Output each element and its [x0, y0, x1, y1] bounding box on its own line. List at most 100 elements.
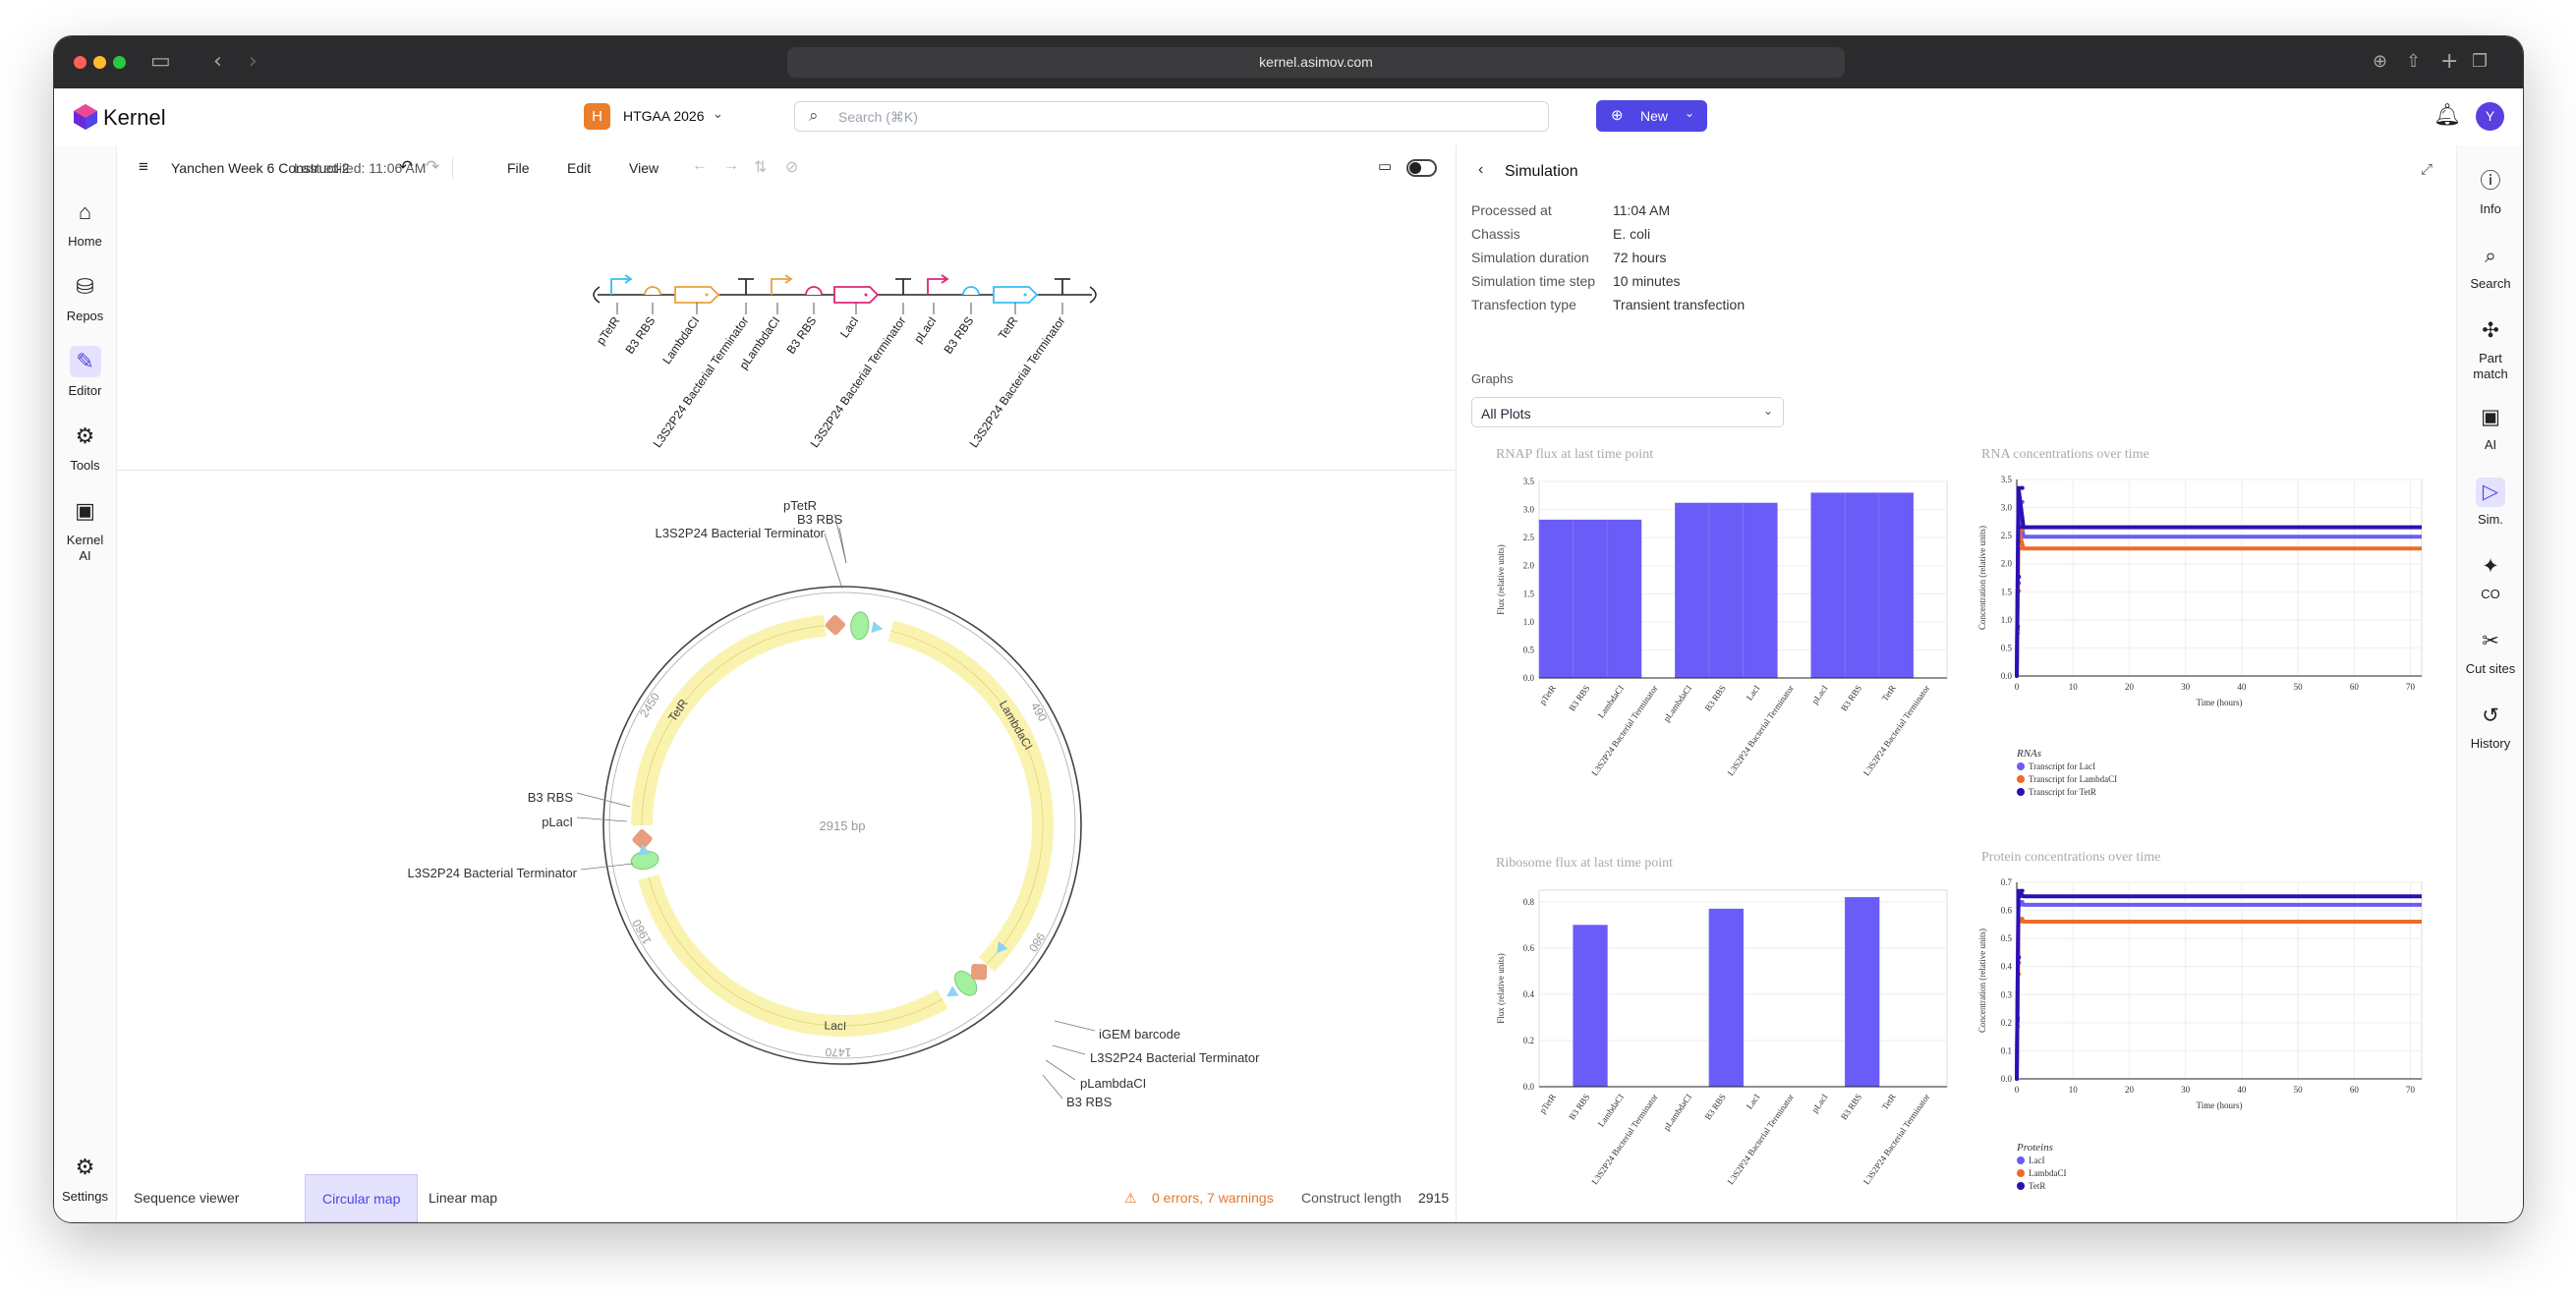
arrow-right-icon[interactable]: → — [723, 157, 739, 174]
download-icon[interactable]: ⊕ — [2373, 51, 2388, 72]
menu-edit[interactable]: Edit — [567, 160, 592, 176]
arrow-left-icon[interactable]: ← — [692, 157, 708, 174]
data-point — [2018, 894, 2023, 899]
legend-swatch — [2017, 762, 2025, 770]
rbs-feature[interactable] — [992, 940, 1008, 957]
ribosome-flux-chart: Ribosome flux at last time point 0.0 0.2 0.… — [1488, 851, 1967, 1200]
y-tick-label: 3.5 — [2001, 475, 2013, 484]
address-bar[interactable]: kernel.asimov.com — [787, 47, 1845, 78]
nav-settings[interactable]: ⚙ Settings — [54, 1152, 116, 1204]
feature-laci-outline[interactable] — [648, 876, 944, 1027]
x-tick-label: LacI — [1745, 683, 1762, 702]
part-cds[interactable]: TetR — [993, 286, 1039, 342]
graphs-select[interactable]: All Plots ⌄ — [1471, 397, 1784, 427]
forward-arrow-icon[interactable]: › — [249, 49, 258, 74]
x-tick-label: TetR — [1880, 683, 1898, 703]
x-tick-label: 10 — [2069, 682, 2079, 692]
part-rbs[interactable]: B3 RBS — [623, 286, 661, 357]
feature-tetr-outline[interactable] — [641, 625, 826, 826]
expand-icon[interactable]: ⤢ — [2421, 161, 2433, 178]
tabs-overview-icon[interactable]: ❐ — [2472, 51, 2489, 72]
warning-icon: ⚠ — [1124, 1190, 1137, 1206]
feature-tetr[interactable] — [631, 614, 827, 826]
nav-repos[interactable]: ⛁ Repos — [54, 271, 116, 323]
zoom-window-button[interactable] — [113, 56, 126, 69]
global-search-input[interactable]: ⌕ Search (⌘K) — [794, 101, 1549, 132]
rnav-ai[interactable]: ▣ AI — [2457, 403, 2523, 453]
feature-lambdaci[interactable] — [887, 620, 1054, 973]
part-label: L3S2P24 Bacterial Terminator — [651, 314, 752, 450]
user-avatar[interactable]: Y — [2476, 102, 2504, 131]
x-tick-label: LacI — [1745, 1092, 1762, 1110]
part-cds[interactable]: LambdaCI — [659, 286, 720, 366]
part-cds[interactable]: LacI — [833, 286, 880, 340]
rnav-cut-sites[interactable]: ✂ Cut sites — [2457, 627, 2523, 677]
part-terminator[interactable]: L3S2P24 Bacterial Terminator — [967, 278, 1070, 450]
notifications-bell-icon[interactable]: 🔔︎ — [2433, 102, 2461, 127]
rnav-search[interactable]: ⌕ Search — [2457, 242, 2523, 292]
feature-lambdaci-outline[interactable] — [890, 630, 1044, 966]
rbs-feature[interactable] — [637, 843, 651, 856]
tab-circular-map[interactable]: Circular map — [305, 1174, 419, 1222]
browser-window: ▭ ‹ › kernel.asimov.com ⊕ ⇧ + ❐ Kernel H… — [54, 36, 2523, 1222]
terminator-feature[interactable] — [825, 614, 847, 637]
rnav-sim[interactable]: ▷ Sim. — [2457, 478, 2523, 528]
sort-icon[interactable]: ⇅ — [754, 159, 768, 176]
legend-entry: Transcript for LacI — [2029, 761, 2095, 771]
nav-editor[interactable]: ✎ Editor — [54, 346, 116, 398]
part-promoter[interactable]: pLacI — [911, 274, 949, 346]
presentation-icon[interactable]: ▭ — [1378, 158, 1393, 175]
rnav-label: Search — [2470, 276, 2511, 291]
back-arrow-icon[interactable]: ‹ — [213, 49, 222, 74]
new-button[interactable]: ⊕ New ⌄ — [1596, 100, 1707, 132]
document-title[interactable]: Yanchen Week 6 Construct-2 — [171, 160, 350, 176]
y-axis-label: Flux (relative units) — [1496, 953, 1506, 1024]
rnav-co[interactable]: ✦ CO — [2457, 552, 2523, 602]
sidebar-toggle-icon[interactable]: ▭ — [150, 49, 171, 74]
bar — [1743, 502, 1778, 678]
part-promoter[interactable]: pTetR — [594, 274, 633, 347]
rnav-info[interactable]: ⓘ Info — [2457, 167, 2523, 217]
y-axis-label: Concentration (relative units) — [1977, 526, 1987, 630]
rbs-feature[interactable] — [871, 621, 884, 635]
terminator-feature[interactable] — [970, 964, 988, 981]
rnav-part-match[interactable]: ✣ Part match — [2457, 316, 2523, 382]
undo-icon[interactable]: ↶ — [399, 157, 414, 176]
bar — [1810, 492, 1846, 678]
x-tick-label: L3S2P24 Bacterial Terminator — [1589, 1092, 1659, 1186]
tab-linear-map[interactable]: Linear map — [429, 1190, 498, 1206]
new-tab-icon[interactable]: + — [2440, 49, 2459, 74]
plot-area — [2016, 479, 2423, 677]
nav-home[interactable]: ⌂ Home — [54, 197, 116, 249]
rnav-history[interactable]: ↺ History — [2457, 702, 2523, 752]
panel-divider — [117, 470, 1456, 471]
chevron-down-icon[interactable]: ⌄ — [713, 106, 723, 121]
redo-icon[interactable]: ↷ — [426, 157, 440, 176]
validation-status[interactable]: 0 errors, 7 warnings — [1152, 1190, 1274, 1206]
feature-annotation: B3 RBS — [1066, 1095, 1113, 1109]
part-rbs[interactable]: B3 RBS — [784, 286, 823, 357]
part-rbs[interactable]: B3 RBS — [942, 286, 980, 357]
share-icon[interactable]: ⇧ — [2406, 51, 2422, 72]
filter-off-icon[interactable]: ⊘ — [785, 159, 799, 176]
nav-label: Tools — [70, 458, 100, 473]
feature-annotation: L3S2P24 Bacterial Terminator — [656, 526, 826, 540]
project-switcher[interactable]: HTGAA 2026 — [623, 108, 705, 124]
project-badge[interactable]: H — [584, 103, 610, 130]
back-chevron-icon[interactable]: ‹ — [1478, 161, 1484, 178]
terminator-feature[interactable] — [631, 828, 654, 851]
menu-icon[interactable]: ≡ — [139, 157, 148, 176]
promoter-feature[interactable] — [850, 611, 870, 641]
database-icon: ⛁ — [76, 274, 94, 299]
nav-kernel-ai[interactable]: ▣ Kernel AI — [54, 495, 116, 564]
nav-tools[interactable]: ⚙ Tools — [54, 421, 116, 473]
menu-view[interactable]: View — [629, 160, 659, 176]
menu-file[interactable]: File — [507, 160, 530, 176]
tab-sequence-viewer[interactable]: Sequence viewer — [134, 1190, 240, 1206]
rbs-feature[interactable] — [944, 986, 959, 1001]
part-terminator[interactable]: L3S2P24 Bacterial Terminator — [808, 278, 911, 450]
close-window-button[interactable] — [74, 56, 86, 69]
minimize-window-button[interactable] — [93, 56, 106, 69]
